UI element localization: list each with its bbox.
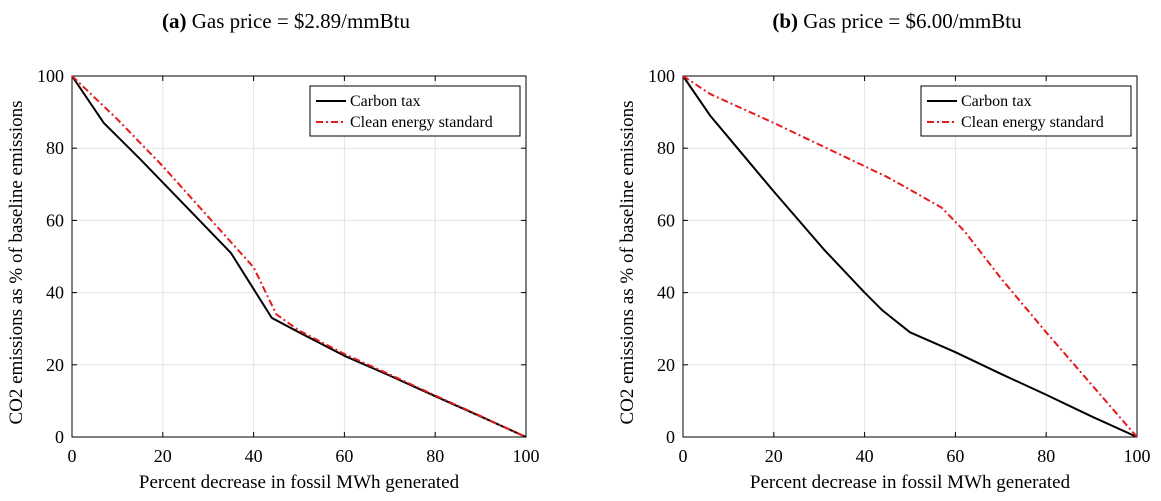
x-tick-label: 0 (679, 446, 688, 466)
x-axis-label: Percent decrease in fossil MWh generated (139, 472, 460, 493)
y-tick-label: 40 (46, 283, 64, 303)
chart-title-prefix: (a) (162, 9, 187, 33)
x-tick-label: 80 (426, 446, 444, 466)
y-tick-label: 20 (657, 355, 675, 375)
y-tick-label: 0 (55, 427, 64, 447)
series-line-1 (71, 75, 527, 438)
plot-frame (71, 75, 527, 438)
chart-title: (a) Gas price = $2.89/mmBtu (162, 9, 411, 33)
y-tick-label: 40 (657, 283, 675, 303)
chart-panel-1: (b) Gas price = $6.00/mmBtu 0 20 40 60 80 100 0… (617, 9, 1151, 493)
chart-title-text: Gas price = $2.89/mmBtu (186, 9, 410, 33)
chart-title-prefix: (b) (772, 9, 798, 33)
x-axis-label: Percent decrease in fossil MWh generated (750, 472, 1071, 493)
legend-box (920, 85, 1132, 137)
chart-panel-0: (a) Gas price = $2.89/mmBtu 0 20 40 60 80 100 0… (6, 9, 540, 493)
legend-label: Carbon tax (350, 93, 421, 110)
y-tick-label: 60 (657, 210, 675, 230)
y-tick-label: 100 (37, 66, 64, 86)
x-tick-label: 100 (513, 446, 540, 466)
series-line-1 (682, 75, 1138, 438)
y-tick-label: 100 (648, 66, 675, 86)
y-tick-label: 20 (46, 355, 64, 375)
x-tick-label: 40 (856, 446, 874, 466)
y-tick-label: 80 (46, 138, 64, 158)
series-line-0 (71, 75, 527, 438)
x-tick-label: 60 (946, 446, 964, 466)
x-tick-label: 0 (68, 446, 77, 466)
y-tick-label: 80 (657, 138, 675, 158)
y-tick-label: 60 (46, 210, 64, 230)
plot-frame (682, 75, 1138, 438)
legend: Carbon tax Clean energy standard (920, 85, 1132, 137)
chart-title: (b) Gas price = $6.00/mmBtu (772, 9, 1022, 33)
legend-label: Clean energy standard (961, 114, 1104, 131)
legend-box (309, 85, 521, 137)
x-tick-label: 20 (154, 446, 172, 466)
y-axis-label: CO2 emissions as % of baseline emissions (617, 100, 638, 424)
legend-label: Clean energy standard (350, 114, 493, 131)
chart-title-text: Gas price = $6.00/mmBtu (798, 9, 1022, 33)
y-axis-label: CO2 emissions as % of baseline emissions (6, 100, 27, 424)
series-line-0 (682, 75, 1138, 438)
legend-label: Carbon tax (961, 93, 1032, 110)
legend: Carbon tax Clean energy standard (309, 85, 521, 137)
y-tick-label: 0 (666, 427, 675, 447)
x-tick-label: 100 (1124, 446, 1151, 466)
x-tick-label: 80 (1037, 446, 1055, 466)
x-tick-label: 20 (765, 446, 783, 466)
x-tick-label: 40 (245, 446, 263, 466)
x-tick-label: 60 (335, 446, 353, 466)
